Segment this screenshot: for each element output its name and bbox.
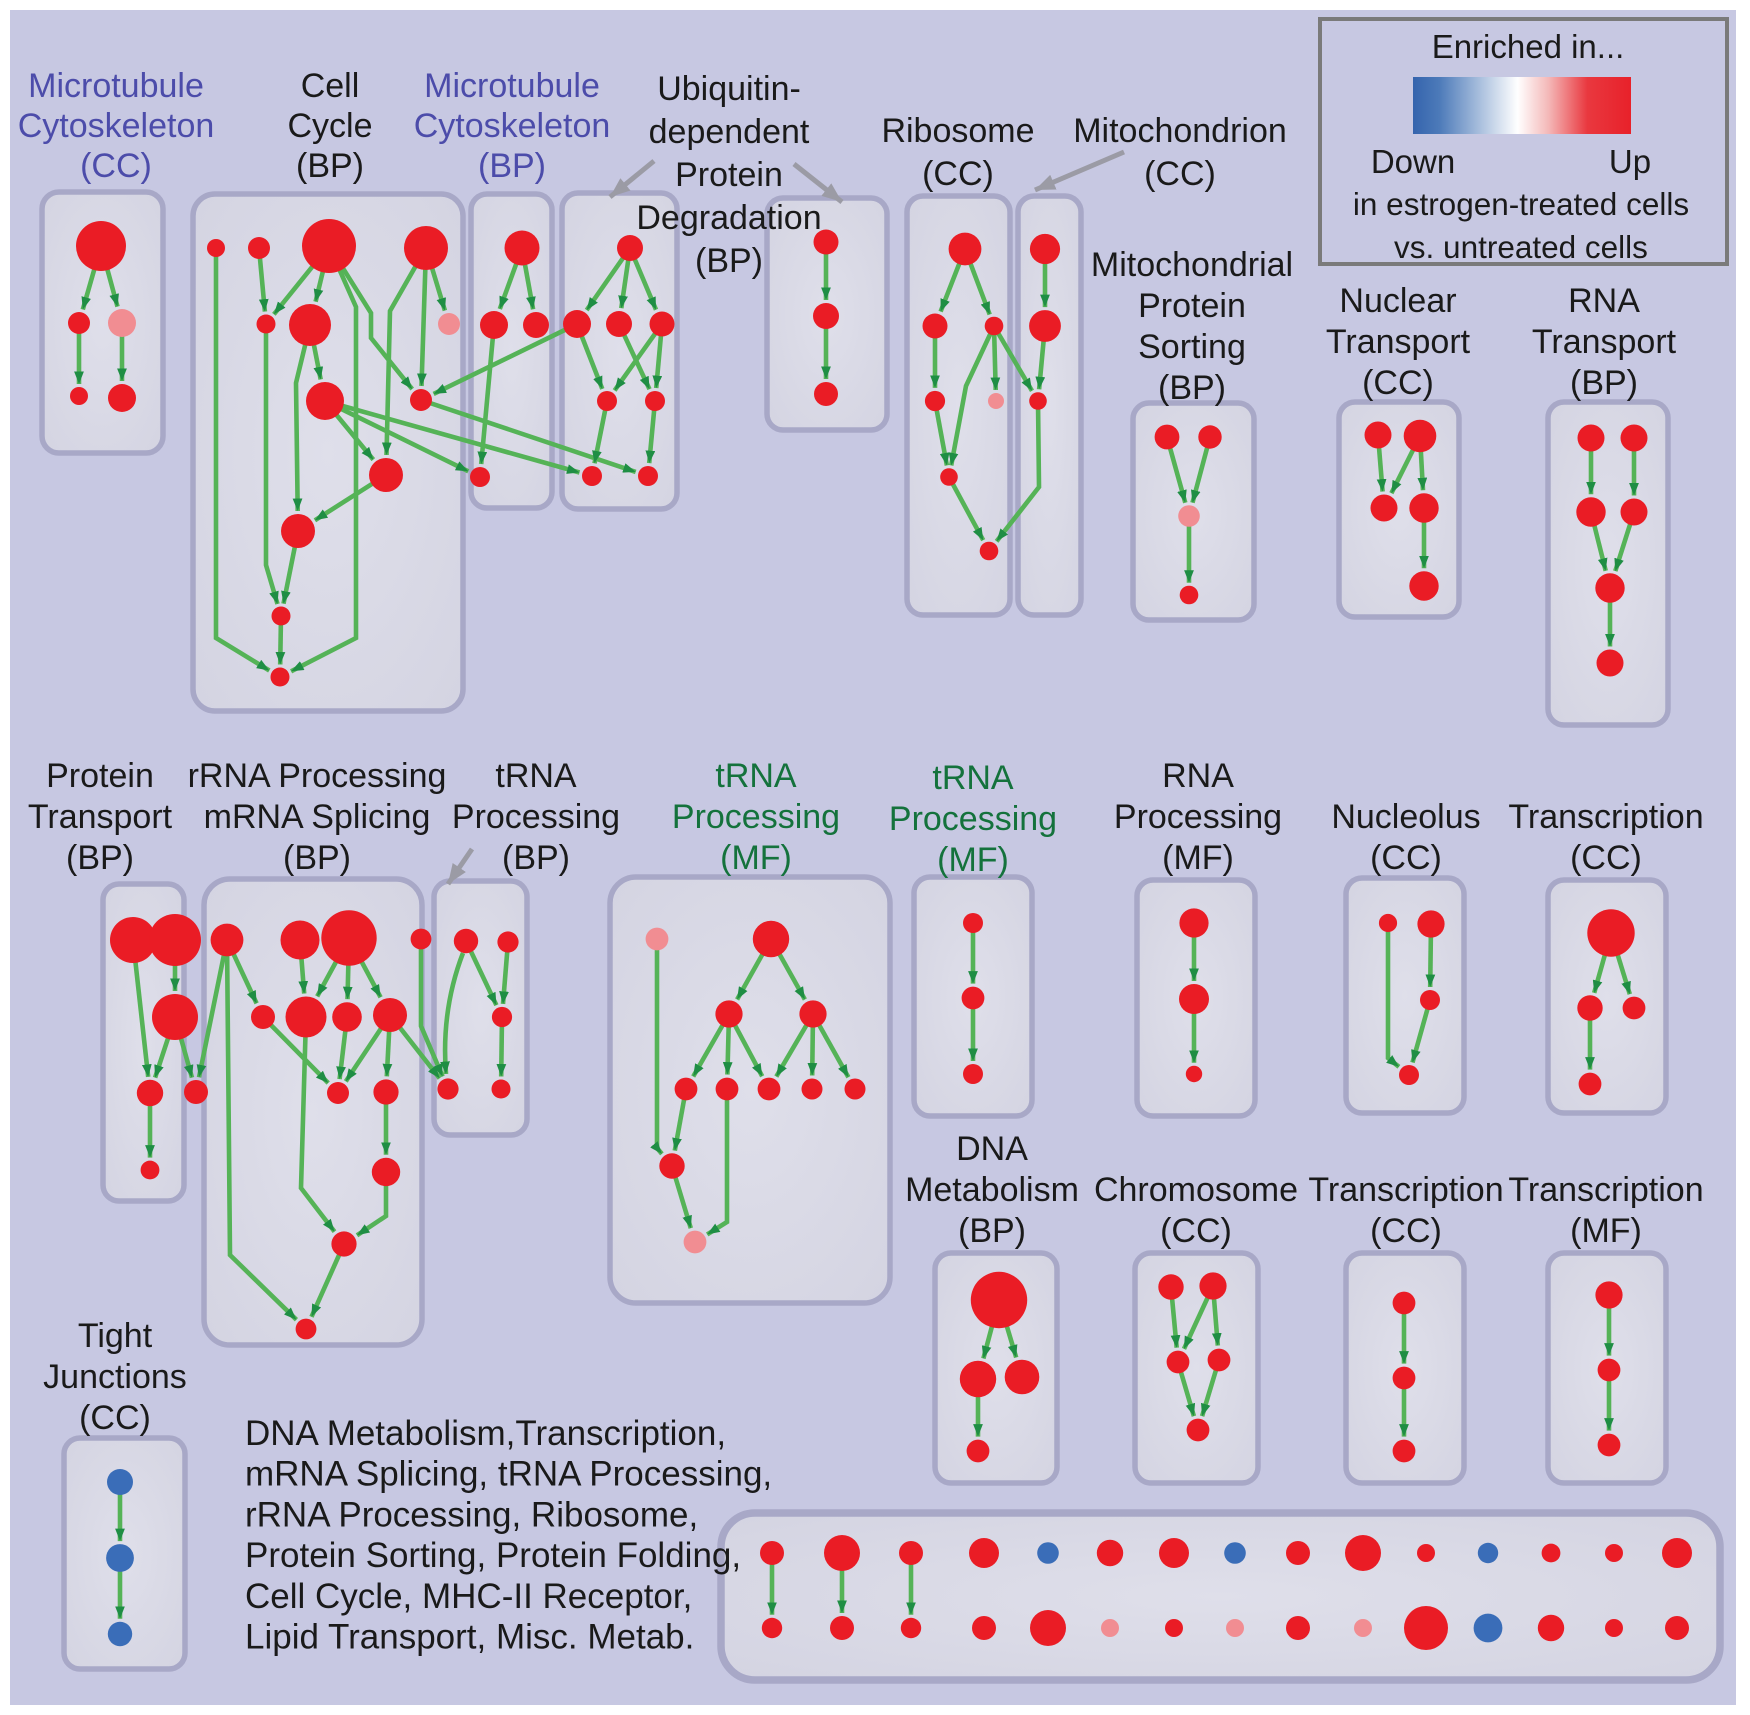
svg-text:Junctions: Junctions <box>43 1358 187 1396</box>
svg-text:Transport: Transport <box>1532 323 1677 361</box>
svg-text:Cytoskeleton: Cytoskeleton <box>414 107 611 145</box>
svg-text:Transcription: Transcription <box>1308 1171 1503 1209</box>
svg-text:Sorting: Sorting <box>1138 328 1246 366</box>
svg-text:Cell: Cell <box>301 67 360 105</box>
svg-text:Lipid Transport, Misc. Metab.: Lipid Transport, Misc. Metab. <box>245 1618 694 1657</box>
svg-text:(BP): (BP) <box>66 839 134 877</box>
svg-text:Ribosome: Ribosome <box>881 112 1034 150</box>
svg-text:(CC): (CC) <box>922 155 994 193</box>
svg-text:Transport: Transport <box>28 798 173 836</box>
svg-text:Transcription: Transcription <box>1508 798 1703 836</box>
svg-text:mRNA Splicing: mRNA Splicing <box>204 798 431 836</box>
svg-text:Processing: Processing <box>889 800 1057 838</box>
svg-text:(MF): (MF) <box>1570 1212 1642 1250</box>
svg-text:(BP): (BP) <box>1570 364 1638 402</box>
svg-text:Protein: Protein <box>46 757 154 795</box>
svg-text:Mitochondrial: Mitochondrial <box>1091 246 1293 284</box>
svg-text:(BP): (BP) <box>296 147 364 185</box>
svg-text:Mitochondrion: Mitochondrion <box>1073 112 1287 150</box>
svg-text:RNA: RNA <box>1568 282 1640 320</box>
svg-text:(BP): (BP) <box>283 839 351 877</box>
svg-text:Nucleolus: Nucleolus <box>1331 798 1480 836</box>
svg-text:Enriched in...: Enriched in... <box>1432 28 1625 65</box>
svg-text:Degradation: Degradation <box>636 199 821 237</box>
svg-text:(BP): (BP) <box>478 147 546 185</box>
svg-text:(MF): (MF) <box>1162 839 1234 877</box>
svg-text:mRNA Splicing, tRNA Processing: mRNA Splicing, tRNA Processing, <box>245 1455 772 1494</box>
svg-text:rRNA Processing: rRNA Processing <box>188 757 447 795</box>
svg-text:Chromosome: Chromosome <box>1094 1171 1298 1209</box>
svg-text:(CC): (CC) <box>1370 839 1442 877</box>
svg-text:(BP): (BP) <box>502 839 570 877</box>
svg-text:(CC): (CC) <box>1370 1212 1442 1250</box>
svg-text:DNA: DNA <box>956 1130 1028 1168</box>
svg-text:rRNA Processing, Ribosome,: rRNA Processing, Ribosome, <box>245 1495 698 1534</box>
svg-text:(CC): (CC) <box>1144 155 1216 193</box>
svg-text:Ubiquitin-: Ubiquitin- <box>657 70 801 108</box>
svg-text:(CC): (CC) <box>1570 839 1642 877</box>
svg-text:(MF): (MF) <box>937 841 1009 879</box>
svg-text:Cell Cycle, MHC-II Receptor,: Cell Cycle, MHC-II Receptor, <box>245 1577 692 1616</box>
svg-text:DNA Metabolism,Transcription,: DNA Metabolism,Transcription, <box>245 1414 726 1453</box>
svg-text:in estrogen-treated cells: in estrogen-treated cells <box>1353 186 1689 222</box>
svg-text:Processing: Processing <box>452 798 620 836</box>
svg-text:RNA: RNA <box>1162 757 1234 795</box>
svg-text:tRNA: tRNA <box>495 757 577 795</box>
svg-text:(CC): (CC) <box>80 147 152 185</box>
svg-text:(CC): (CC) <box>1362 364 1434 402</box>
svg-text:Processing: Processing <box>1114 798 1282 836</box>
svg-text:Cytoskeleton: Cytoskeleton <box>18 107 215 145</box>
svg-text:Microtubule: Microtubule <box>28 67 204 105</box>
svg-text:tRNA: tRNA <box>932 759 1014 797</box>
svg-text:(BP): (BP) <box>695 242 763 280</box>
svg-text:(MF): (MF) <box>720 839 792 877</box>
svg-text:Up: Up <box>1609 143 1651 180</box>
svg-text:(CC): (CC) <box>1160 1212 1232 1250</box>
svg-text:Metabolism: Metabolism <box>905 1171 1079 1209</box>
svg-text:dependent: dependent <box>649 113 810 151</box>
svg-text:vs. untreated cells: vs. untreated cells <box>1394 229 1648 265</box>
svg-text:Nuclear: Nuclear <box>1339 282 1456 320</box>
svg-text:(BP): (BP) <box>1158 369 1226 407</box>
svg-text:Transport: Transport <box>1326 323 1471 361</box>
svg-text:Tight: Tight <box>78 1317 153 1355</box>
svg-text:Protein Sorting, Protein Foldi: Protein Sorting, Protein Folding, <box>245 1536 741 1575</box>
svg-text:Protein: Protein <box>675 156 783 194</box>
svg-text:(CC): (CC) <box>79 1399 151 1437</box>
svg-text:Down: Down <box>1371 143 1455 180</box>
svg-text:(BP): (BP) <box>958 1212 1026 1250</box>
svg-text:Transcription: Transcription <box>1508 1171 1703 1209</box>
svg-text:Microtubule: Microtubule <box>424 67 600 105</box>
svg-text:Cycle: Cycle <box>287 107 372 145</box>
svg-text:Protein: Protein <box>1138 287 1246 325</box>
svg-text:Processing: Processing <box>672 798 840 836</box>
svg-text:tRNA: tRNA <box>715 757 797 795</box>
